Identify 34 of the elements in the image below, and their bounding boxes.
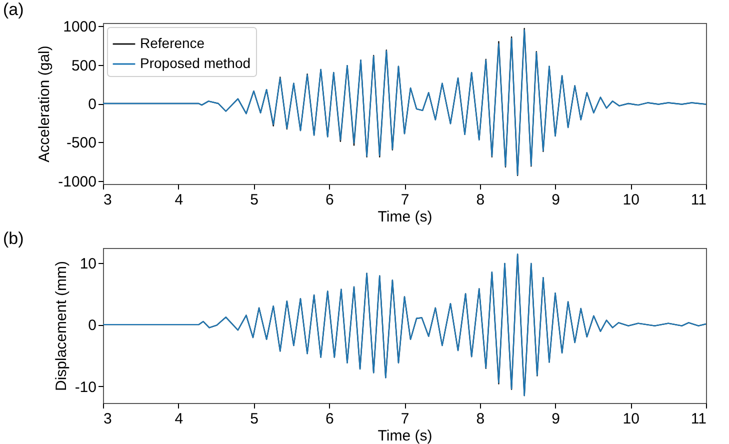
chart-title: (b)	[3, 229, 24, 248]
y-tick-label: 0	[88, 317, 96, 334]
x-tick-label: 6	[325, 410, 334, 428]
chart-title: (a)	[3, 0, 24, 20]
legend-label: Reference	[140, 35, 205, 51]
legend-label: Proposed method	[140, 55, 251, 71]
x-tick-label: 11	[690, 410, 706, 428]
y-tick-label: -10	[74, 378, 96, 396]
x-tick-label: 8	[476, 192, 485, 208]
x-tick-label: 11	[690, 192, 706, 208]
x-tick-label: 9	[552, 410, 560, 428]
x-tick-label: 8	[476, 410, 485, 428]
x-tick-label: 3	[104, 410, 112, 428]
y-tick-label: 500	[71, 57, 96, 74]
x-tick-label: 3	[104, 192, 112, 208]
y-axis-title: Acceleration (gal)	[36, 46, 54, 162]
y-tick-label: 1000	[63, 18, 96, 36]
y-tick-label: -1000	[58, 173, 96, 190]
x-axis-title: Time (s)	[378, 428, 432, 444]
y-tick-label: 10	[80, 255, 96, 272]
x-tick-label: 7	[400, 192, 410, 208]
x-tick-label: 10	[622, 410, 640, 428]
x-tick-label: 4	[174, 410, 184, 428]
x-tick-label: 10	[622, 192, 640, 208]
x-tick-label: 7	[400, 410, 410, 428]
x-tick-label: 5	[250, 192, 258, 208]
x-tick-label: 6	[325, 192, 334, 208]
y-tick-label: 0	[88, 96, 96, 113]
x-tick-label: 9	[552, 192, 560, 208]
x-tick-label: 4	[174, 192, 184, 208]
x-tick-label: 5	[250, 410, 258, 428]
x-axis-title: Time (s)	[378, 208, 432, 226]
y-axis-title: Displacement (mm)	[52, 260, 70, 392]
y-tick-label: -500	[66, 134, 96, 152]
